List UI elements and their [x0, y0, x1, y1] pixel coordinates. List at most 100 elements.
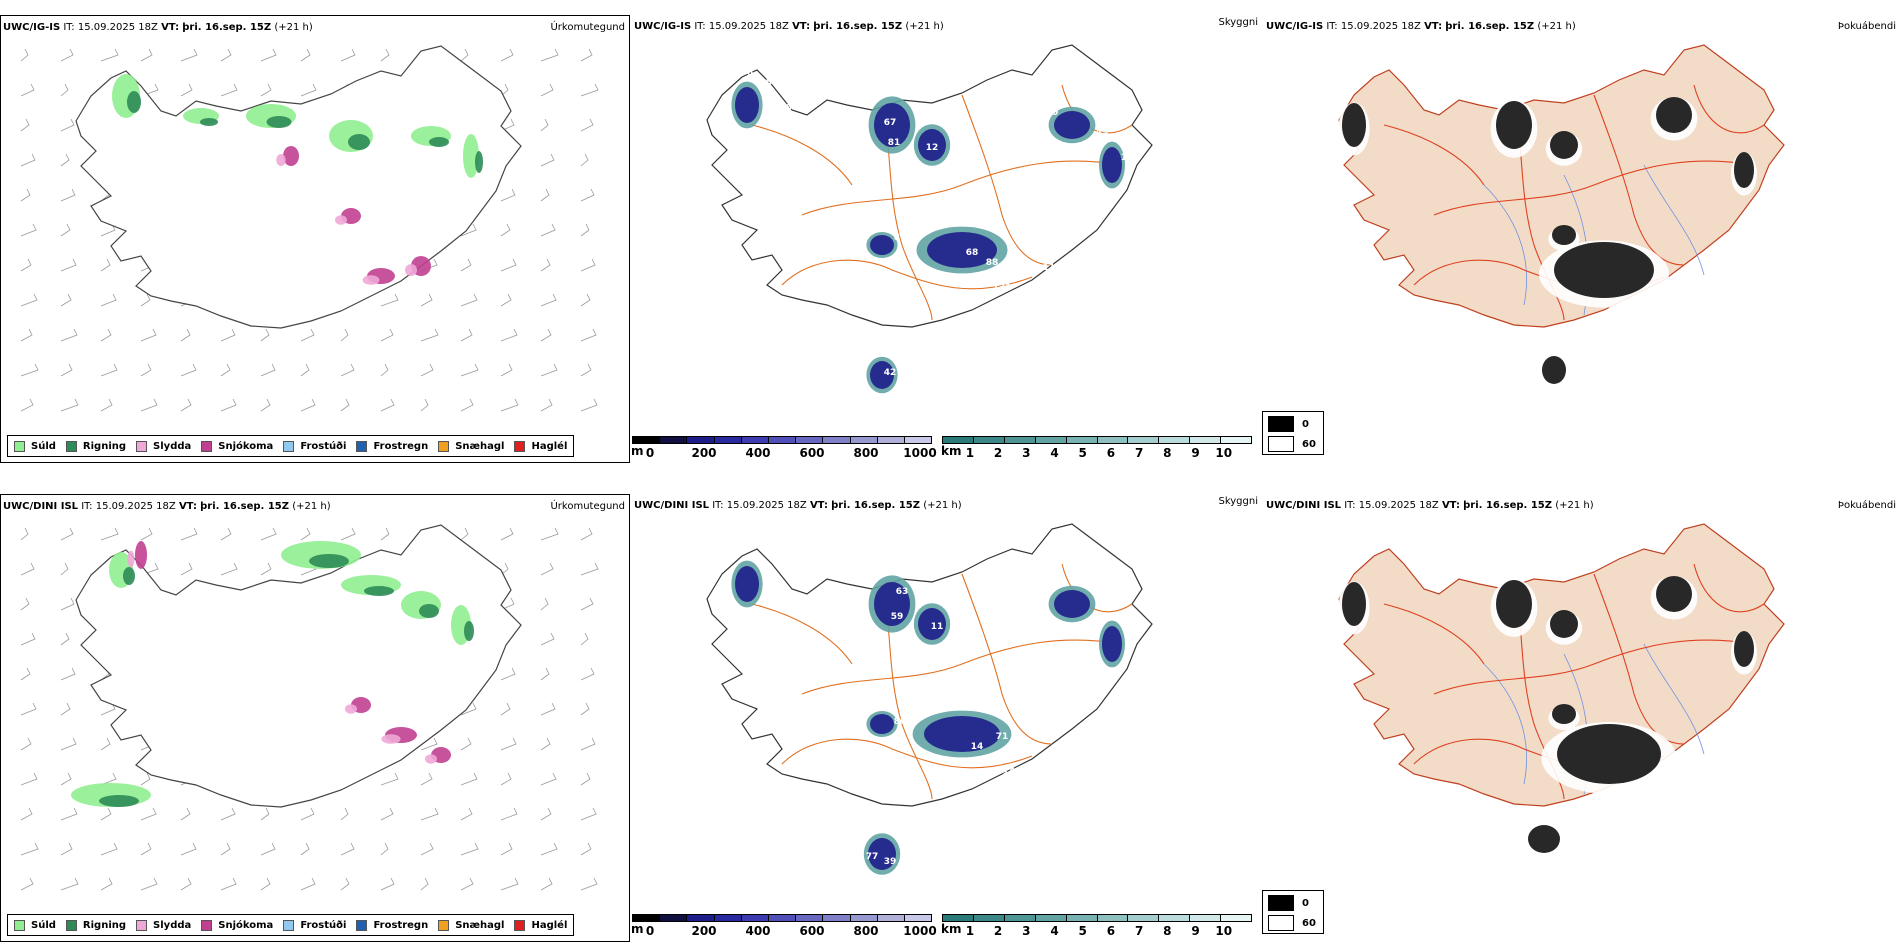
legend-label: Haglél — [531, 919, 568, 931]
fog-area — [1542, 356, 1566, 384]
colorbar-segment — [973, 915, 1005, 921]
sleet-area — [335, 215, 347, 225]
rain-area — [464, 621, 474, 641]
wind-barb — [140, 842, 152, 856]
cloudbase-value: 88 — [986, 258, 999, 268]
rain-area — [475, 151, 483, 173]
wind-barb — [460, 772, 478, 786]
wind-barb — [100, 527, 119, 541]
wind-barb — [540, 772, 557, 786]
colorbar-segment — [943, 915, 974, 921]
colorbar-segment — [1190, 915, 1222, 921]
wind-barb — [500, 258, 517, 272]
low-cloudbase-area — [918, 608, 946, 640]
wind-barb — [100, 737, 111, 751]
colorbar-label: 600 — [799, 446, 825, 460]
road-line — [781, 738, 1033, 769]
low-cloudbase-area — [1102, 626, 1122, 662]
fog-area — [1496, 580, 1532, 628]
wind-barb — [100, 258, 111, 272]
wind-barb — [580, 398, 598, 412]
wind-barb — [60, 258, 77, 272]
colorbar-label: 7 — [1134, 924, 1144, 938]
cloudbase-value: 67 — [786, 103, 799, 113]
cloudbase-value: 39 — [884, 857, 897, 867]
wind-barb — [580, 258, 596, 272]
river-line — [1483, 663, 1527, 785]
colorbar-segment — [687, 915, 715, 921]
low-cloudbase-area — [870, 235, 894, 255]
wind-barb — [60, 363, 73, 377]
cloudbase-value: 49 — [1096, 128, 1109, 138]
road-line — [1693, 563, 1765, 613]
snow-area — [283, 146, 299, 166]
wind-barb — [420, 842, 434, 856]
wind-barb — [60, 328, 78, 342]
wind-barb — [540, 842, 558, 856]
wind-barb — [380, 772, 399, 786]
wind-barb — [140, 328, 157, 342]
panel-type-label: Þokuábendi — [1837, 21, 1896, 32]
wind-barb — [20, 772, 38, 786]
wind-barb — [500, 363, 513, 377]
colorbar-segment — [943, 437, 974, 443]
wind-barb — [500, 83, 509, 97]
precip-legend: Súld Rigning Slydda Snjókoma Frostúði Frostre… — [7, 914, 575, 936]
wind-barb — [100, 48, 119, 62]
wind-barb — [60, 188, 76, 202]
fog-legend-row: 0 — [1268, 416, 1318, 432]
wind-barb — [140, 48, 153, 62]
colorbar-label: 10 — [1215, 446, 1233, 460]
wind-barb — [380, 877, 395, 891]
panel-title: UWC/DINI ISL IT: 15.09.2025 18Z VT: þri.… — [1266, 500, 1594, 511]
road-line — [801, 160, 1123, 216]
low-cloudbase-area — [1054, 590, 1090, 618]
legend-swatch — [65, 919, 77, 931]
colorbar-segment — [796, 437, 824, 443]
colorbar-labels: 1 2 3 4 5 6 7 8 9 10 — [942, 924, 1252, 938]
cloudbase-value: 98 — [1066, 737, 1079, 747]
wind-barb — [100, 398, 113, 412]
wind-barb — [380, 328, 394, 342]
wind-barb — [460, 48, 469, 62]
cloudbase-value: 153 — [1043, 752, 1062, 762]
panel-title: UWC/DINI ISL IT: 15.09.2025 18Z VT: þri.… — [3, 501, 331, 512]
colorbar-segment — [768, 915, 797, 921]
wind-barb — [500, 667, 516, 681]
fog-legend-label: 60 — [1302, 917, 1316, 929]
panel-type-label: Úrkomutegund — [550, 501, 625, 512]
wind-barb — [20, 118, 30, 132]
wind-barb — [540, 328, 552, 342]
legend-swatch — [201, 440, 213, 452]
colorbar-segment — [1159, 437, 1191, 443]
legend-swatch — [14, 919, 25, 931]
cloudbase-value: 14 — [971, 742, 984, 752]
fog-area — [1552, 704, 1576, 724]
colorbar-label: 1000 — [903, 924, 937, 938]
road-line — [781, 259, 1033, 290]
wind-barb — [460, 328, 473, 342]
cloudbase-value: 95 — [891, 158, 904, 168]
wind-barb — [580, 667, 595, 681]
cloudbase-value: 80 — [894, 233, 907, 243]
wind-barb — [540, 398, 553, 412]
wind-barb — [380, 842, 389, 856]
wind-barb — [220, 328, 236, 342]
rain-area — [309, 554, 349, 568]
wind-barb — [140, 807, 157, 821]
wind-barb — [60, 807, 78, 821]
colorbar-label: 200 — [691, 446, 717, 460]
wind-barb — [460, 258, 472, 272]
wind-barb — [260, 328, 270, 342]
wind-barb — [140, 877, 158, 891]
wind-barb — [580, 527, 593, 541]
wind-barb — [20, 83, 35, 97]
wind-barb — [580, 632, 589, 646]
cloudbase-value: 131 — [993, 283, 1012, 293]
colorbar-unit: km — [941, 922, 962, 936]
colorbar-unit: m — [632, 922, 644, 936]
low-cloudbase-area — [1102, 147, 1122, 183]
colorbar-label: 10 — [1215, 924, 1233, 938]
panel-title: UWC/DINI ISL IT: 15.09.2025 18Z VT: þri.… — [634, 500, 962, 511]
wind-barb — [340, 328, 349, 342]
